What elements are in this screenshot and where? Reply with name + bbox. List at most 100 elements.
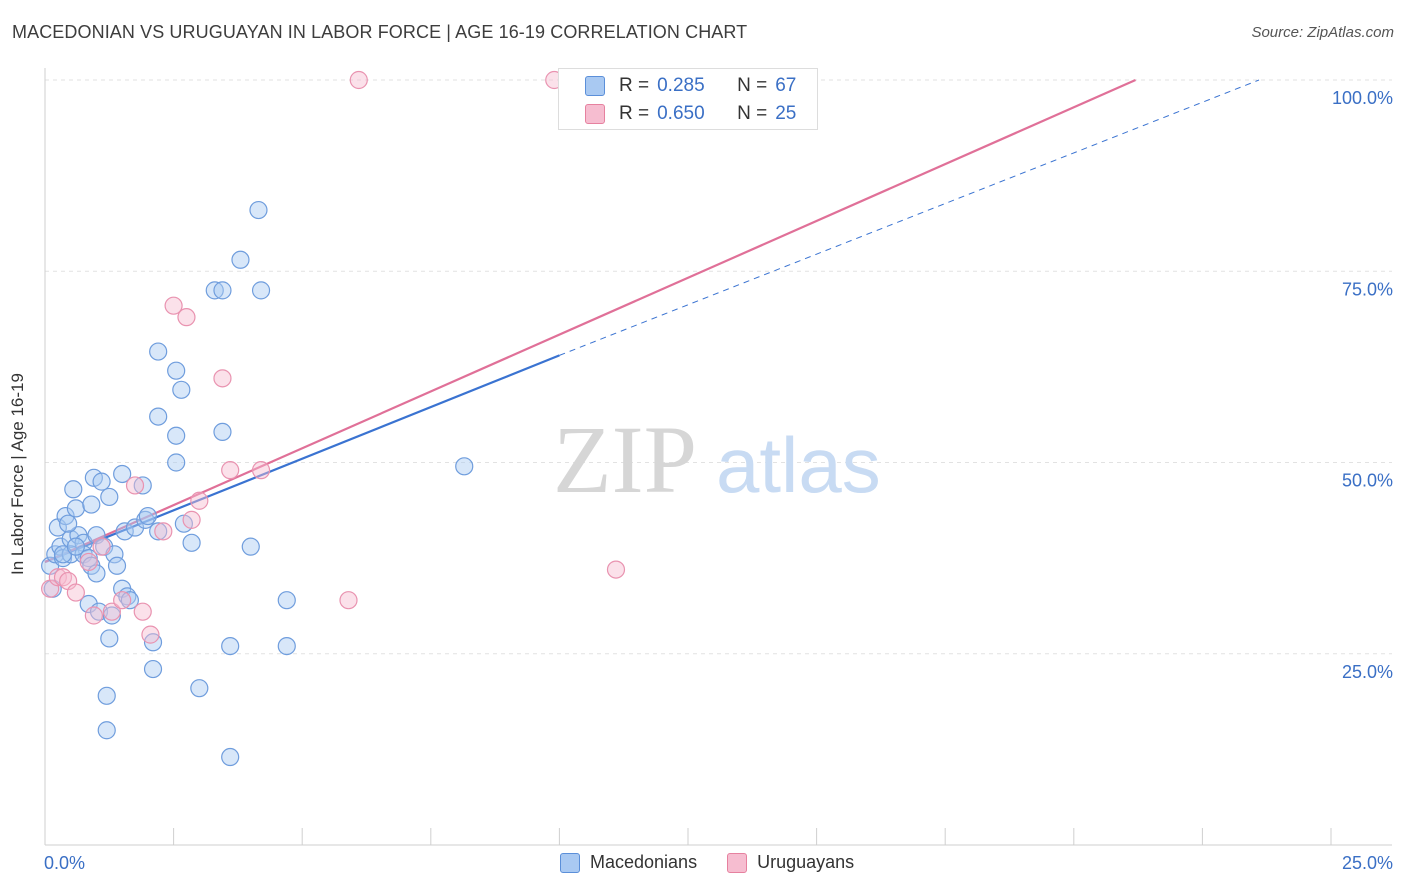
- n-label: N =: [737, 75, 768, 96]
- legend-item-macedonians[interactable]: Macedonians: [560, 852, 697, 873]
- stats-swatch-macedonians: [585, 76, 605, 96]
- legend-label-macedonians: Macedonians: [590, 852, 698, 872]
- point-macedonians: [205, 281, 224, 300]
- point-macedonians: [97, 686, 116, 705]
- point-uruguayans: [182, 510, 201, 529]
- data-points: [41, 70, 626, 767]
- y-tick-label: 100.0%: [1332, 88, 1393, 108]
- n-value: 67: [775, 75, 797, 96]
- point-macedonians: [79, 594, 98, 614]
- point-uruguayans: [349, 70, 368, 90]
- n-label: N =: [737, 103, 768, 124]
- point-macedonians: [149, 342, 168, 361]
- point-macedonians: [107, 556, 127, 575]
- point-macedonians: [100, 487, 119, 507]
- r-label: R =: [619, 75, 650, 96]
- point-macedonians: [221, 747, 240, 767]
- point-macedonians: [66, 537, 85, 556]
- series-legend: Macedonians Uruguayans: [560, 852, 854, 873]
- point-macedonians: [241, 537, 260, 556]
- stats-swatch-uruguayans: [585, 104, 605, 124]
- point-uruguayans: [164, 296, 183, 315]
- r-value: 0.285: [657, 75, 705, 96]
- stats-row-uruguayans: R = 0.650 N = 25: [585, 103, 797, 125]
- point-uruguayans: [606, 560, 626, 579]
- trendline-uruguayans: [44, 78, 1136, 563]
- legend-label-uruguayans: Uruguayans: [757, 852, 855, 872]
- y-tick-labels: 25.0% 50.0% 75.0% 100.0%: [1332, 88, 1393, 682]
- point-macedonians: [82, 495, 101, 514]
- n-value: 25: [775, 103, 797, 124]
- point-macedonians: [221, 636, 240, 656]
- point-uruguayans: [213, 369, 232, 388]
- point-macedonians: [102, 606, 121, 625]
- y-tick-label: 25.0%: [1342, 662, 1393, 682]
- point-macedonians: [172, 380, 191, 399]
- point-uruguayans: [251, 461, 271, 480]
- point-macedonians: [113, 464, 132, 484]
- point-macedonians: [143, 659, 163, 679]
- watermark: ZIP atlas: [553, 406, 881, 513]
- point-uruguayans: [84, 606, 103, 625]
- point-uruguayans: [66, 583, 85, 602]
- point-macedonians: [66, 499, 85, 518]
- point-uruguayans: [339, 591, 358, 610]
- point-macedonians: [100, 629, 119, 648]
- point-macedonians: [455, 457, 474, 476]
- point-macedonians: [167, 426, 186, 445]
- point-uruguayans: [154, 522, 173, 541]
- point-macedonians: [149, 522, 168, 541]
- trendline-macedonians: [44, 354, 560, 563]
- source-label: Source: ZipAtlas.com: [1251, 24, 1394, 41]
- stats-legend: R = 0.285 N = 67 R = 0.650 N = 25: [558, 68, 818, 130]
- point-uruguayans: [79, 552, 98, 572]
- point-macedonians: [138, 506, 157, 526]
- point-macedonians: [190, 679, 209, 698]
- legend-swatch-macedonians: [560, 852, 580, 873]
- point-macedonians: [149, 407, 168, 426]
- chart-title: MACEDONIAN VS URUGUAYAN IN LABOR FORCE |…: [12, 22, 748, 42]
- point-macedonians: [59, 514, 78, 533]
- point-uruguayans: [177, 308, 196, 327]
- x-tick-label: 0.0%: [44, 853, 85, 873]
- point-uruguayans: [190, 491, 209, 510]
- y-tick-label: 50.0%: [1342, 471, 1393, 491]
- point-macedonians: [213, 422, 232, 441]
- y-tick-label: 75.0%: [1342, 279, 1393, 299]
- stats-row-macedonians: R = 0.285 N = 67: [585, 75, 797, 97]
- point-uruguayans: [92, 537, 111, 556]
- watermark-atlas: atlas: [716, 421, 881, 509]
- point-macedonians: [167, 361, 186, 380]
- x-tick-labels: 0.0% 25.0%: [44, 853, 1393, 873]
- point-uruguayans: [125, 476, 145, 495]
- r-value: 0.650: [657, 103, 705, 124]
- point-macedonians: [133, 476, 152, 495]
- point-uruguayans: [113, 591, 132, 610]
- point-uruguayans: [133, 602, 152, 621]
- r-label: R =: [619, 103, 650, 124]
- point-macedonians: [92, 472, 111, 491]
- point-macedonians: [277, 591, 296, 610]
- x-tick-label: 25.0%: [1342, 853, 1393, 873]
- legend-item-uruguayans[interactable]: Uruguayans: [727, 852, 854, 873]
- point-macedonians: [125, 518, 145, 537]
- legend-swatch-uruguayans: [727, 852, 748, 873]
- point-macedonians: [64, 480, 83, 499]
- point-macedonians: [97, 721, 116, 740]
- point-macedonians: [231, 250, 250, 269]
- point-macedonians: [213, 281, 232, 300]
- point-uruguayans: [141, 625, 160, 644]
- point-uruguayans: [102, 602, 121, 621]
- point-macedonians: [120, 591, 139, 610]
- point-macedonians: [182, 533, 201, 552]
- point-macedonians: [167, 453, 186, 472]
- trendlines: [44, 78, 1260, 563]
- grid-lines: [45, 79, 1392, 655]
- watermark-zip: ZIP: [553, 406, 697, 513]
- point-uruguayans: [48, 568, 67, 587]
- point-macedonians: [277, 636, 296, 656]
- trendline-macedonians-extended: [559, 79, 1260, 356]
- point-macedonians: [115, 522, 134, 541]
- axes: [44, 68, 1392, 846]
